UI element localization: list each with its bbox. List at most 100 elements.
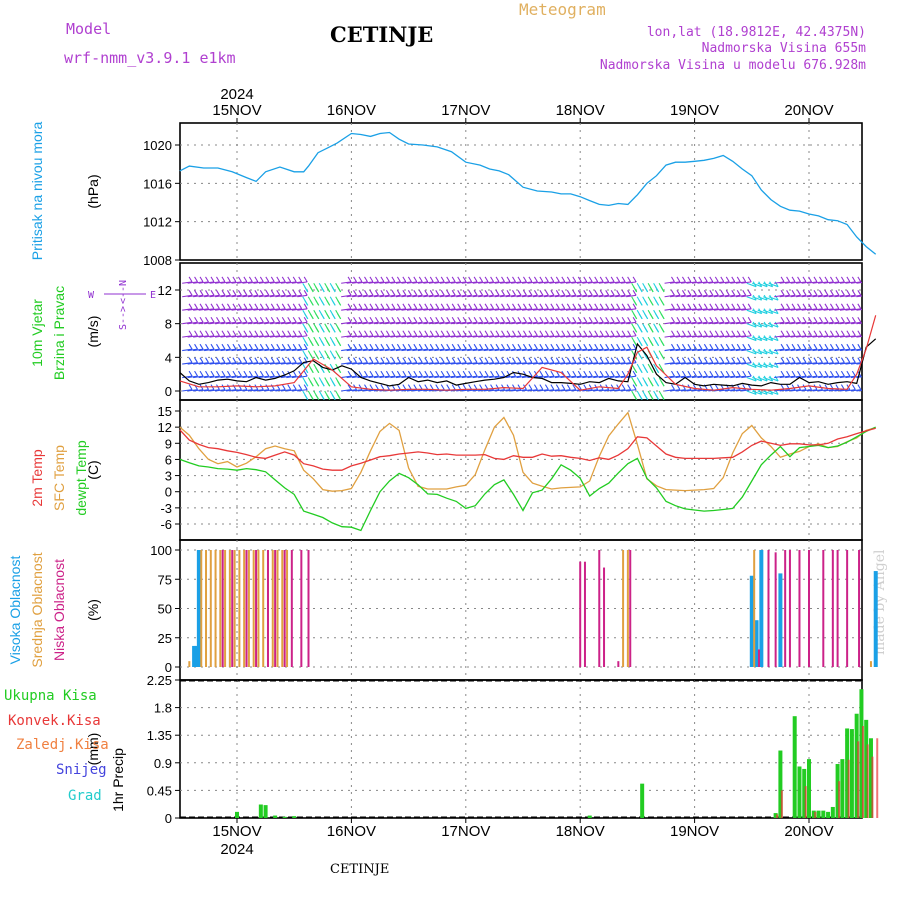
wind-barb [565,348,576,352]
wind-barb-flag [259,276,264,283]
wind-barb-flag [786,357,791,363]
wind-barb-flag [681,276,686,283]
wind-barb-flag [248,357,253,363]
wind-barb-flag [369,316,374,323]
wind-barb [511,294,522,298]
wind-barb [571,308,582,311]
wind-barb-flag [374,384,379,390]
wind-barb [554,389,565,392]
wind-barb-flag [863,290,866,295]
precip-bar [876,738,879,818]
wind-barb [730,389,741,392]
cloud-bar [231,550,234,667]
wind-barb-flag [320,353,325,360]
wind-barb-flag [347,370,352,377]
wind-barb-flag [599,370,604,377]
wind-barb [867,376,877,377]
wind-barb-flag [632,290,637,296]
wind-barb [796,335,807,338]
wind-barb-flag [315,327,320,333]
wind-barb-flag [583,357,588,363]
wind-barb [291,362,302,365]
wind-barb-flag [539,303,544,310]
wind-barb [439,308,450,311]
precip-legend-item: Grad [68,788,102,804]
wind-barb [434,294,445,298]
wind-barb-flag [863,371,866,376]
wind-barb [609,389,620,392]
wind-barb-flag [484,330,489,337]
precip-unit-label: (mm) [85,733,101,766]
wind-barb-flag [633,313,638,320]
wind-barb [686,375,697,379]
wind-barb [352,308,363,311]
wind-barb [604,375,615,379]
wind-barb [873,282,883,283]
wind-barb [774,321,785,325]
wind-barb-flag [851,330,856,337]
wind-barb-flag [364,303,368,310]
wind-barb [708,321,719,325]
wind-barb-flag [813,330,818,337]
wind-barb-flag [429,303,434,310]
wind-barb [401,308,412,311]
wind-barb-flag [281,343,286,350]
wind-barb-flag [725,357,730,363]
compass-down: S--> [118,306,129,330]
wind-barb-flag [495,316,500,323]
wind-barb [571,348,582,352]
wind-barb [615,321,626,325]
wind-barb-flag [276,303,281,310]
wind-barb-flag [506,303,511,310]
wind-barb [850,281,861,284]
wind-barb [346,362,357,365]
wind-barb [538,308,549,311]
wind-barb-flag [528,343,533,350]
wind-barb-flag [840,276,845,283]
wind-barb [532,294,543,298]
wind-barb [494,308,505,311]
wind-barb [456,348,467,352]
wind-barb-flag [874,385,877,390]
wind-barb-flag [819,370,823,377]
wind-barb-flag [243,370,248,377]
wind-barb-flag [709,276,714,283]
wind-barb [796,321,807,325]
wind-barb [839,389,850,392]
wind-barb [532,321,543,325]
wind-barb [845,308,856,311]
wind-barb [774,389,785,392]
wind-barb-flag [588,316,593,323]
precip-bar [797,766,802,818]
wind-barb [242,308,253,311]
wind-barb [850,348,861,352]
wind-barb-flag [522,276,527,283]
wind-barb-flag [199,343,204,350]
wind-barb [697,362,708,365]
wind-barb-flag [396,370,401,377]
wind-barb [741,308,752,311]
wind-barb-flag [303,276,308,283]
wind-barb [478,321,489,325]
wind-barb-flag [446,357,451,363]
wind-barb [702,308,713,311]
wind-barb-flag [451,290,456,296]
wind-barb [291,294,302,298]
wind-barb-flag [326,394,331,400]
wind-barb [247,348,258,352]
wind-barb [247,389,258,392]
wind-barb-flag [199,316,204,323]
wind-barb [845,294,856,298]
wind-barb [763,296,773,301]
wind-barb [626,375,637,379]
wind-barb [467,321,478,325]
cloud-bar [255,550,258,667]
wind-barb-flag [649,340,654,347]
bottom-day-label: 18NOV [556,823,605,840]
wind-barb-flag [824,370,829,377]
wind-barb-flag [550,384,555,390]
wind-barb-flag [588,276,593,283]
wind-barb-flag [808,330,812,337]
wind-barb [236,281,247,284]
